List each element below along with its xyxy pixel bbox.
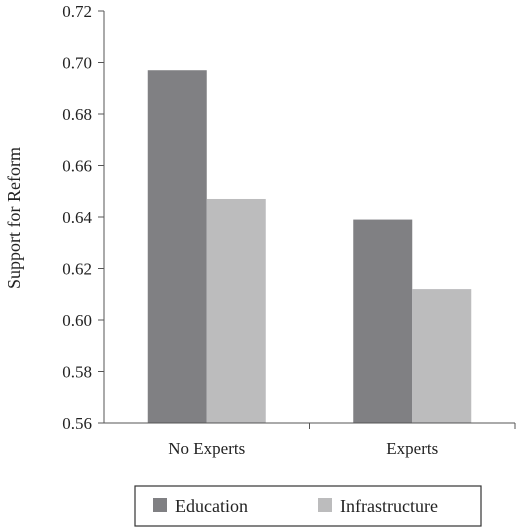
- bar-education-no-experts: [147, 70, 207, 423]
- y-tick-label: 0.58: [62, 363, 92, 382]
- bars: [147, 70, 472, 423]
- y-tick-label: 0.64: [62, 208, 92, 227]
- legend-swatch-infrastructure: [318, 498, 332, 512]
- legend-swatch-education: [153, 498, 167, 512]
- y-tick-label: 0.66: [62, 157, 92, 176]
- x-axis: No Experts Experts: [104, 422, 516, 458]
- legend-label-education: Education: [175, 496, 248, 516]
- x-tick-label: Experts: [386, 439, 438, 458]
- bar-infrastructure-no-experts: [206, 198, 266, 423]
- legend-label-infrastructure: Infrastructure: [340, 496, 438, 516]
- y-tick-label: 0.60: [62, 311, 92, 330]
- legend-box: [134, 485, 482, 527]
- legend: Education Infrastructure: [134, 485, 482, 527]
- y-tick-label: 0.62: [62, 260, 92, 279]
- y-tick-label: 0.70: [62, 54, 92, 73]
- y-tick-label: 0.56: [62, 414, 92, 433]
- y-axis: 0.56 0.58 0.60 0.62 0.64 0.66 0.68 0.70 0.72: [62, 2, 105, 433]
- y-tick-label: 0.68: [62, 105, 92, 124]
- y-tick-label: 0.72: [62, 2, 92, 21]
- x-tick-label: No Experts: [168, 439, 245, 458]
- bar-infrastructure-experts: [412, 289, 472, 423]
- bar-education-experts: [353, 219, 413, 423]
- y-axis-title: Support for Reform: [4, 147, 24, 289]
